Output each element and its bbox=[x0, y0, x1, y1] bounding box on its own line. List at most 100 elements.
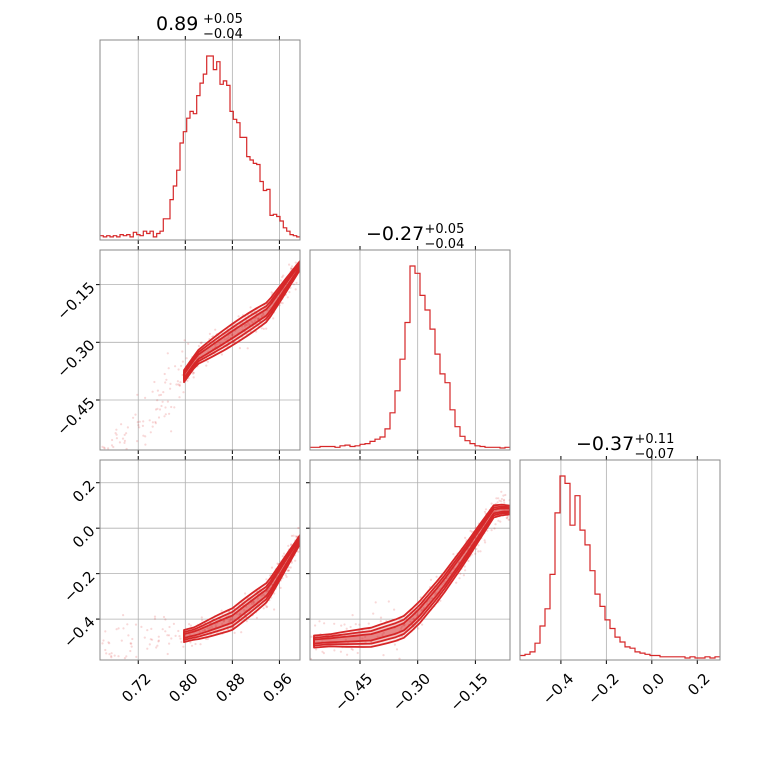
scatter-point bbox=[144, 443, 147, 446]
panel-title-plus: +0.05 bbox=[425, 222, 465, 237]
scatter-point bbox=[261, 594, 264, 597]
scatter-point bbox=[162, 391, 165, 394]
scatter-point bbox=[379, 616, 383, 619]
scatter-point bbox=[129, 649, 132, 653]
scatter-point bbox=[177, 368, 180, 371]
scatter-point bbox=[428, 599, 431, 603]
scatter-point bbox=[156, 407, 159, 410]
scatter-point bbox=[310, 635, 313, 638]
scatter-point bbox=[146, 647, 149, 650]
scatter-point bbox=[372, 612, 375, 615]
scatter-point bbox=[289, 566, 292, 569]
scatter-point bbox=[356, 651, 359, 655]
scatter-point bbox=[156, 644, 159, 647]
scatter-point bbox=[121, 437, 125, 440]
scatter-point bbox=[182, 645, 185, 648]
scatter-point bbox=[294, 559, 297, 562]
scatter-point bbox=[170, 637, 173, 640]
scatter-point bbox=[496, 501, 499, 504]
scatter-point bbox=[134, 623, 138, 626]
scatter-point bbox=[158, 408, 162, 411]
scatter-point bbox=[136, 393, 139, 396]
scatter-point bbox=[190, 644, 194, 647]
scatter-point bbox=[252, 601, 255, 604]
panel-title-minus: −0.07 bbox=[635, 447, 675, 462]
scatter-point bbox=[203, 629, 206, 632]
scatter-point bbox=[262, 313, 265, 316]
scatter-point bbox=[178, 383, 181, 386]
scatter-point bbox=[220, 609, 223, 612]
scatter-point bbox=[439, 599, 442, 602]
scatter-point bbox=[417, 627, 420, 630]
scatter-point bbox=[197, 344, 200, 348]
scatter-point bbox=[215, 343, 218, 346]
scatter-point bbox=[495, 510, 498, 513]
scatter-point bbox=[321, 650, 324, 653]
scatter-point bbox=[168, 642, 171, 645]
scatter-point bbox=[233, 631, 236, 635]
scatter-point bbox=[250, 603, 253, 606]
scatter-point bbox=[163, 372, 166, 376]
scatter-point bbox=[203, 628, 206, 632]
scatter-point bbox=[382, 631, 385, 635]
scatter-point bbox=[281, 302, 284, 305]
scatter-point bbox=[117, 627, 120, 630]
scatter-point bbox=[287, 544, 290, 548]
scatter-point bbox=[220, 353, 223, 356]
scatter-point bbox=[166, 352, 169, 355]
scatter-point bbox=[107, 641, 110, 644]
scatter-point bbox=[333, 649, 336, 652]
y-tick-label: −0.4 bbox=[60, 613, 98, 651]
scatter-point bbox=[113, 654, 116, 657]
scatter-point bbox=[333, 622, 336, 625]
scatter-point bbox=[130, 642, 133, 645]
scatter-point bbox=[163, 415, 166, 418]
scatter-point bbox=[288, 263, 291, 266]
scatter-point bbox=[119, 670, 121, 672]
scatter-point bbox=[187, 342, 190, 345]
scatter-point bbox=[421, 623, 424, 626]
scatter-point bbox=[285, 575, 288, 579]
panel-title-value: −0.37 bbox=[576, 433, 634, 455]
scatter-point bbox=[138, 420, 141, 423]
scatter-point bbox=[222, 620, 225, 623]
panel-bg bbox=[310, 460, 510, 660]
scatter-point bbox=[180, 640, 183, 644]
scatter-point bbox=[218, 342, 221, 345]
scatter-point bbox=[290, 267, 293, 271]
scatter-point bbox=[264, 604, 267, 607]
x-tick-label: −0.30 bbox=[389, 670, 434, 715]
scatter-point bbox=[179, 381, 182, 384]
scatter-point bbox=[164, 664, 166, 666]
scatter-point bbox=[188, 623, 191, 626]
scatter-point bbox=[130, 645, 133, 648]
scatter-point bbox=[210, 625, 213, 628]
scatter-point bbox=[393, 608, 396, 611]
scatter-point bbox=[149, 431, 152, 434]
scatter-point bbox=[178, 396, 181, 399]
panel-frame bbox=[519, 459, 721, 661]
scatter-point bbox=[150, 627, 153, 631]
scatter-point bbox=[408, 620, 412, 623]
scatter-point bbox=[157, 640, 160, 643]
scatter-point bbox=[215, 625, 218, 628]
scatter-point bbox=[186, 379, 189, 382]
scatter-point bbox=[178, 384, 181, 387]
scatter-point bbox=[284, 574, 287, 577]
scatter-point bbox=[297, 550, 300, 553]
scatter-point bbox=[168, 625, 171, 629]
scatter-point bbox=[231, 333, 234, 336]
scatter-point bbox=[164, 381, 167, 384]
scatter-point bbox=[153, 617, 157, 620]
scatter-point bbox=[156, 389, 159, 392]
scatter-point bbox=[115, 433, 118, 436]
scatter-point bbox=[252, 601, 255, 604]
scatter-point bbox=[381, 633, 384, 636]
scatter-point bbox=[183, 339, 186, 342]
scatter-point bbox=[100, 663, 102, 665]
scatter-point bbox=[400, 625, 404, 628]
scatter-point bbox=[286, 296, 289, 299]
scatter-point bbox=[170, 430, 173, 433]
scatter-point bbox=[382, 654, 385, 657]
scatter-point bbox=[230, 618, 233, 621]
